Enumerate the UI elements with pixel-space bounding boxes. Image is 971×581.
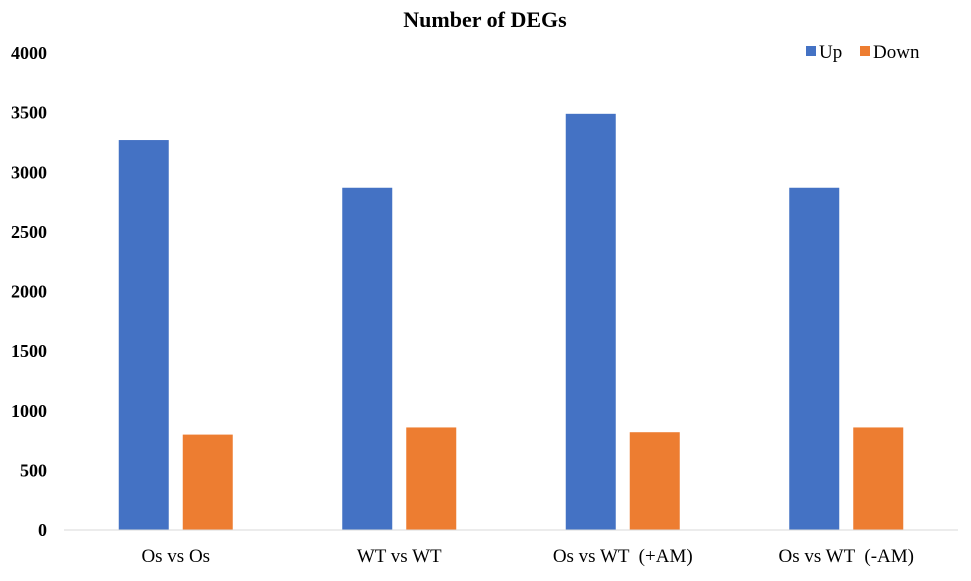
y-tick-label: 500	[20, 460, 47, 480]
bar-down	[853, 427, 904, 530]
x-tick-label: WT vs WT	[357, 546, 442, 567]
y-tick-label: 2500	[11, 222, 47, 242]
y-tick-label: 1000	[11, 401, 47, 421]
bar-down	[629, 432, 680, 530]
x-axis: Os vs Os WT vs WT Os vs WT (+AM) Os vs WT (…	[141, 546, 914, 567]
chart-title: Number of DEGs	[403, 7, 567, 32]
y-axis: 0 500 1000 1500 2000 2500 3000 3500 4000	[11, 43, 47, 540]
bar-up	[118, 140, 169, 531]
y-tick-label: 2000	[11, 282, 47, 302]
y-tick-label: 4000	[11, 43, 47, 63]
bar-up	[789, 187, 840, 530]
legend-swatch-down	[860, 46, 870, 56]
bars	[118, 113, 904, 531]
legend-label-up: Up	[819, 42, 842, 63]
x-tick-label: Os vs WT (+AM)	[553, 546, 693, 567]
bar-up	[565, 113, 616, 530]
y-tick-label: 3000	[11, 162, 47, 182]
y-tick-label: 3500	[11, 103, 47, 123]
legend-label-down: Down	[873, 42, 920, 63]
y-tick-label: 1500	[11, 341, 47, 361]
bar-down	[182, 434, 233, 530]
y-tick-label: 0	[38, 520, 47, 540]
bar-down	[406, 427, 457, 530]
bar-up	[342, 187, 393, 530]
x-tick-label: Os vs WT (-AM)	[779, 546, 914, 567]
legend-swatch-up	[806, 46, 816, 56]
x-tick-label: Os vs Os	[141, 546, 210, 567]
legend: Up Down	[806, 42, 920, 63]
